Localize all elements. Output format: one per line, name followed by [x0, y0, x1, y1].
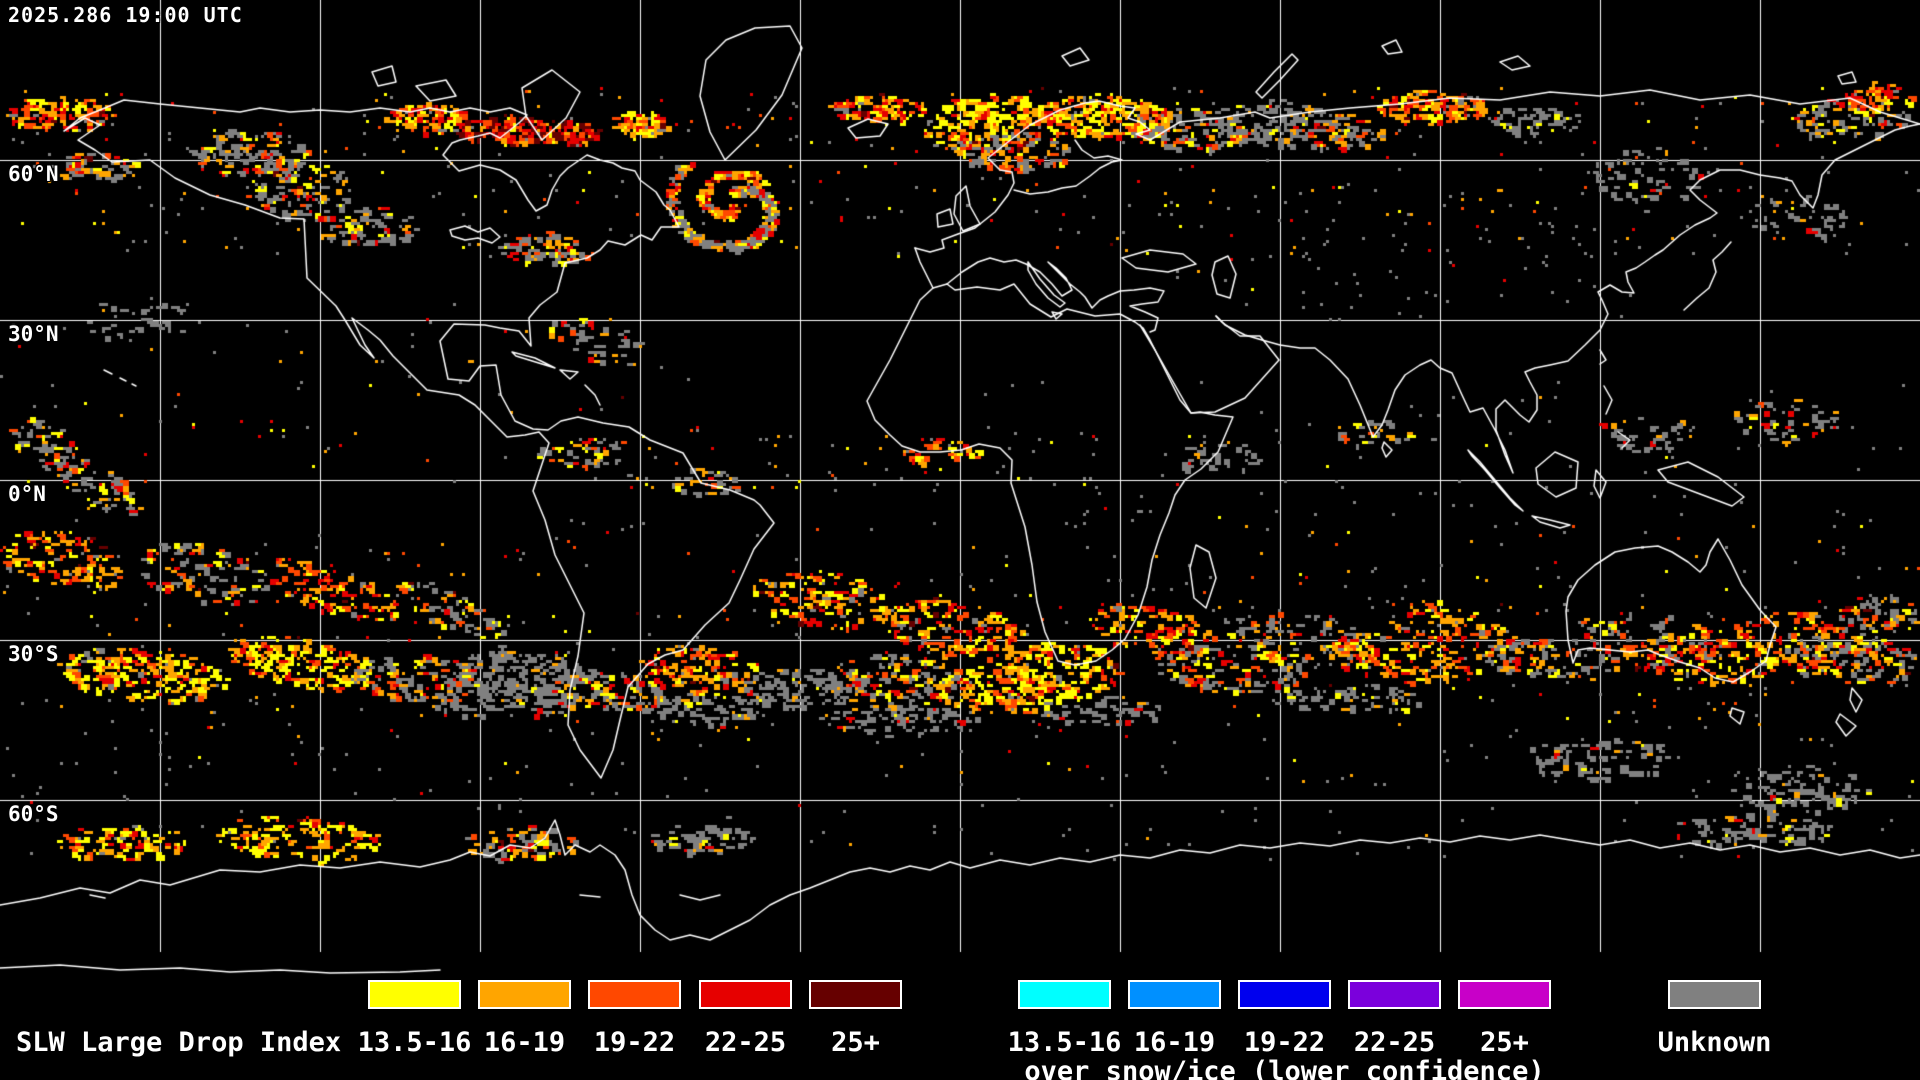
legend-swatch-snowice-1 — [1018, 980, 1111, 1009]
lat-label-60s: 60°S — [8, 802, 59, 826]
legend-title: SLW Large Drop Index — [16, 1027, 342, 1058]
legend-swatch-snowice-5 — [1458, 980, 1551, 1009]
legend-range-snowice-5: 25+ — [1480, 1027, 1529, 1058]
legend-label-unknown: Unknown — [1657, 1027, 1772, 1058]
legend-swatch-warm-5 — [809, 980, 902, 1009]
legend-range-snowice-2: 16-19 — [1133, 1027, 1216, 1058]
lat-label-0n: 0°N — [8, 482, 46, 506]
legend-range-warm-1: 13.5-16 — [357, 1027, 472, 1058]
legend-range-warm-5: 25+ — [831, 1027, 880, 1058]
legend-range-snowice-1: 13.5-16 — [1007, 1027, 1122, 1058]
legend-swatch-warm-2 — [478, 980, 571, 1009]
legend-range-warm-2: 16-19 — [483, 1027, 566, 1058]
legend-swatch-snowice-2 — [1128, 980, 1221, 1009]
legend-range-warm-4: 22-25 — [704, 1027, 787, 1058]
legend-snowice-caption: over snow/ice (lower confidence) — [1024, 1056, 1545, 1080]
legend-swatch-snowice-4 — [1348, 980, 1441, 1009]
lat-label-30s: 30°S — [8, 642, 59, 666]
legend-range-warm-3: 19-22 — [593, 1027, 676, 1058]
timestamp: 2025.286 19:00 UTC — [8, 3, 243, 27]
lat-label-60n: 60°N — [8, 162, 59, 186]
lat-label-30n: 30°N — [8, 322, 59, 346]
legend-swatch-warm-1 — [368, 980, 461, 1009]
legend-swatch-unknown — [1668, 980, 1761, 1009]
legend-range-snowice-4: 22-25 — [1353, 1027, 1436, 1058]
legend-swatch-snowice-3 — [1238, 980, 1331, 1009]
legend-swatch-warm-3 — [588, 980, 681, 1009]
legend-swatch-warm-4 — [699, 980, 792, 1009]
legend-range-snowice-3: 19-22 — [1243, 1027, 1326, 1058]
